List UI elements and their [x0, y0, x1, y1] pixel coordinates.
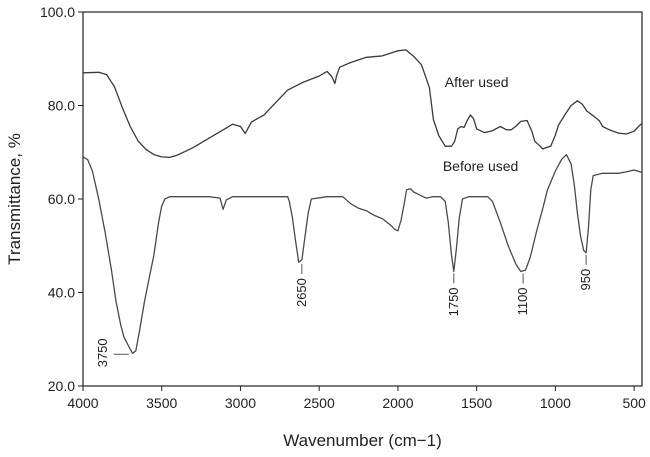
- x-tick-label: 3000: [225, 395, 256, 411]
- peak-label: 2650: [294, 278, 309, 307]
- series-line-before-used: [82, 153, 643, 354]
- x-tick-label: 1000: [540, 395, 571, 411]
- annotations-group: After used Before used 3750 2650 1750 1100 950: [95, 74, 593, 367]
- plot-frame: [82, 11, 643, 387]
- y-tick-label: 60.0: [48, 191, 75, 207]
- x-tick-label: 2000: [382, 395, 413, 411]
- y-tick-label: 20.0: [48, 378, 75, 394]
- peak-label: 1750: [446, 287, 461, 316]
- y-tick-label: 100.0: [40, 4, 75, 20]
- y-tick-label: 40.0: [48, 285, 75, 301]
- series-annotation: Before used: [443, 158, 519, 174]
- axes: 4000 3500 3000 2500 2000 1500 1000 500 20.0 40.0 6…: [40, 4, 646, 411]
- x-tick-label: 500: [622, 395, 646, 411]
- x-axis-label: Wavenumber (cm−1): [283, 431, 442, 450]
- x-tick-label: 3500: [146, 395, 177, 411]
- peak-label: 1100: [515, 287, 530, 315]
- peak-label: 950: [578, 269, 593, 291]
- series-annotation: After used: [445, 74, 509, 90]
- x-tick-label: 1500: [461, 395, 492, 411]
- y-axis-label: Transmittance, %: [5, 133, 24, 265]
- x-tick-label: 4000: [67, 395, 98, 411]
- x-tick-label: 2500: [304, 395, 335, 411]
- series-group: [82, 49, 643, 354]
- series-line-after-used: [82, 49, 643, 159]
- y-tick-label: 80.0: [48, 98, 75, 114]
- peak-label: 3750: [95, 338, 110, 367]
